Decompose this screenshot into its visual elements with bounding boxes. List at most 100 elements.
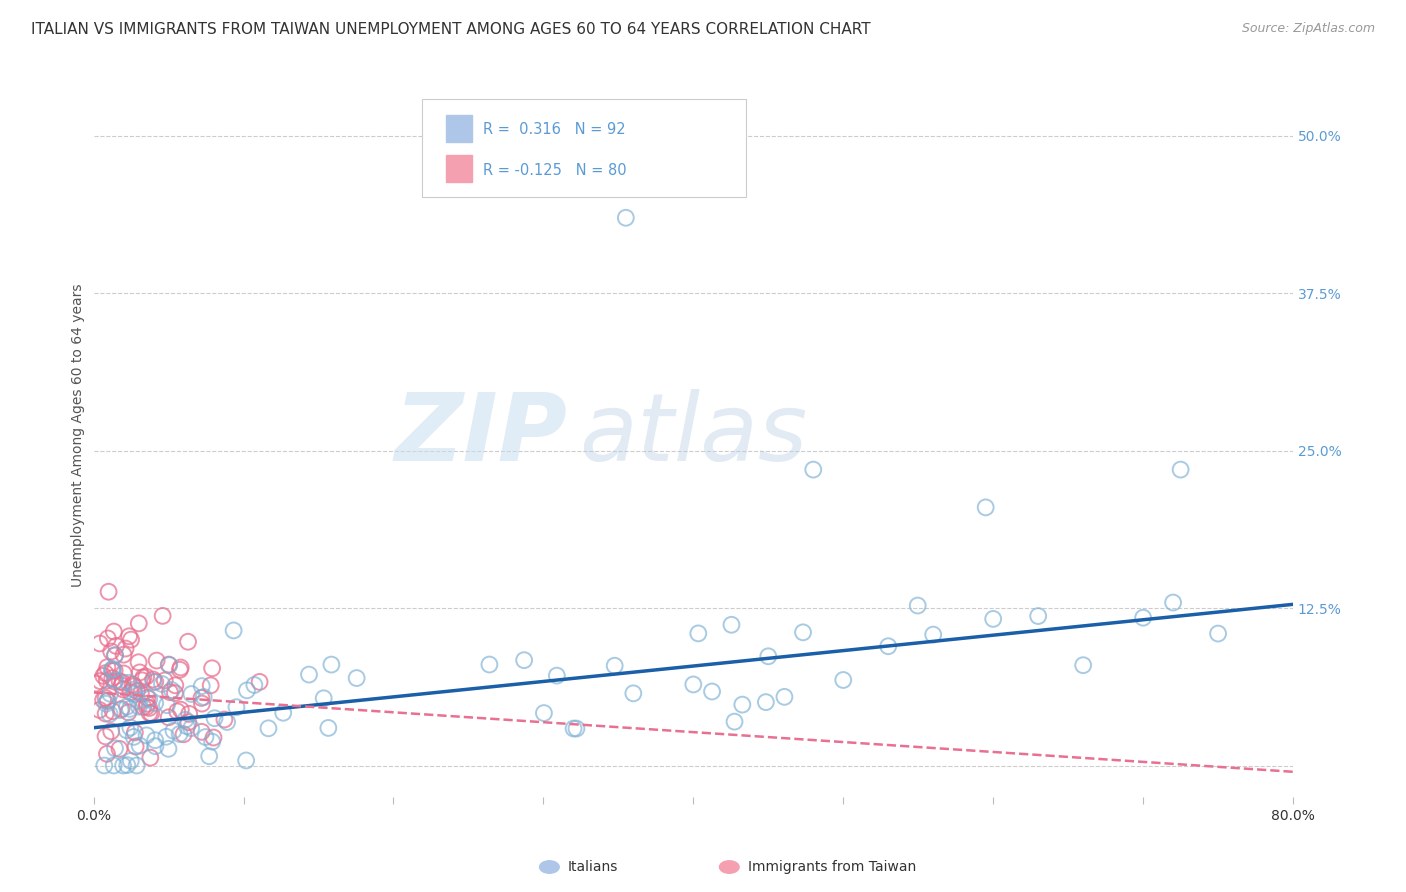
Point: [145, 739, 167, 754]
Point: [204, 711, 226, 725]
Point: [101, 671, 124, 685]
Point: [1170, 462, 1192, 476]
Point: [533, 706, 555, 720]
Point: [94, 697, 117, 711]
Text: R = -0.125   N = 80: R = -0.125 N = 80: [482, 162, 627, 178]
Point: [135, 728, 157, 742]
Point: [1132, 610, 1154, 624]
Point: [103, 758, 125, 772]
Point: [1161, 595, 1184, 609]
Point: [157, 657, 180, 672]
Point: [200, 678, 222, 692]
Point: [124, 725, 146, 739]
Point: [125, 758, 148, 772]
Point: [98, 707, 121, 722]
Point: [118, 702, 141, 716]
Point: [159, 685, 181, 699]
Point: [96, 694, 118, 708]
Point: [163, 686, 186, 700]
Point: [603, 658, 626, 673]
Point: [96, 660, 118, 674]
Point: [111, 675, 134, 690]
Point: [131, 673, 153, 688]
Point: [103, 674, 125, 689]
Point: [115, 723, 138, 738]
Point: [974, 500, 997, 515]
Point: [236, 683, 259, 698]
Point: [112, 666, 135, 681]
Point: [112, 648, 135, 662]
Point: [165, 678, 187, 692]
Point: [100, 644, 122, 658]
Point: [136, 697, 159, 711]
Y-axis label: Unemployment Among Ages 60 to 64 years: Unemployment Among Ages 60 to 64 years: [72, 284, 86, 587]
Point: [120, 632, 142, 647]
Point: [98, 687, 121, 701]
Point: [1206, 626, 1229, 640]
Point: [546, 668, 568, 682]
Point: [198, 749, 221, 764]
Point: [170, 703, 193, 717]
Point: [157, 658, 180, 673]
Point: [157, 710, 180, 724]
Point: [193, 690, 215, 704]
Point: [801, 462, 824, 476]
Point: [180, 721, 202, 735]
Point: [101, 704, 124, 718]
Point: [700, 684, 723, 698]
Text: ZIP: ZIP: [395, 389, 568, 481]
Point: [145, 654, 167, 668]
Point: [201, 661, 224, 675]
Point: [156, 698, 179, 713]
Point: [513, 653, 536, 667]
Point: [143, 696, 166, 710]
Point: [105, 639, 128, 653]
Point: [118, 629, 141, 643]
Point: [120, 685, 142, 699]
Text: Immigrants from Taiwan: Immigrants from Taiwan: [748, 860, 915, 873]
Point: [235, 754, 257, 768]
Point: [129, 687, 152, 701]
Point: [110, 702, 132, 716]
Point: [755, 695, 778, 709]
Point: [180, 687, 202, 701]
Point: [922, 627, 945, 641]
Point: [97, 632, 120, 646]
Text: Source: ZipAtlas.com: Source: ZipAtlas.com: [1241, 22, 1375, 36]
Point: [94, 706, 117, 721]
Point: [101, 662, 124, 676]
Point: [162, 723, 184, 738]
Point: [169, 727, 191, 741]
Text: ITALIAN VS IMMIGRANTS FROM TAIWAN UNEMPLOYMENT AMONG AGES 60 TO 64 YEARS CORRELA: ITALIAN VS IMMIGRANTS FROM TAIWAN UNEMPL…: [31, 22, 870, 37]
Point: [135, 670, 157, 684]
Point: [170, 660, 193, 674]
Point: [152, 608, 174, 623]
Point: [773, 690, 796, 704]
Point: [177, 715, 200, 730]
Point: [792, 625, 814, 640]
Point: [201, 734, 224, 748]
Point: [191, 697, 214, 711]
Point: [614, 211, 637, 225]
Point: [128, 665, 150, 680]
Point: [121, 677, 143, 691]
Point: [124, 739, 146, 754]
Point: [346, 671, 368, 685]
Point: [112, 682, 135, 697]
Point: [124, 682, 146, 697]
Point: [91, 669, 114, 683]
Text: R =  0.316   N = 92: R = 0.316 N = 92: [482, 122, 626, 137]
Point: [128, 699, 150, 714]
Point: [101, 664, 124, 678]
Point: [731, 698, 754, 712]
Point: [117, 675, 139, 690]
Point: [225, 700, 247, 714]
Text: Italians: Italians: [568, 860, 619, 873]
Point: [190, 690, 212, 705]
Point: [318, 721, 340, 735]
Point: [138, 692, 160, 706]
Point: [128, 655, 150, 669]
Point: [108, 674, 131, 689]
Point: [110, 703, 132, 717]
Point: [138, 701, 160, 715]
